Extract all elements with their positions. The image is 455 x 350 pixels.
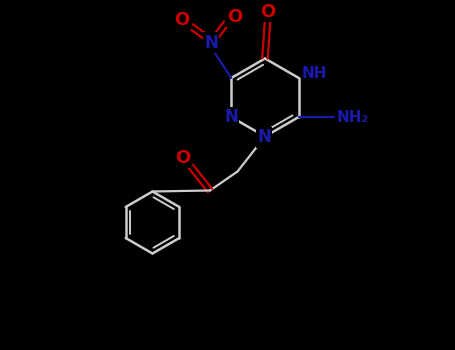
- Text: N: N: [257, 128, 271, 147]
- Text: N: N: [204, 34, 218, 51]
- Text: O: O: [175, 11, 190, 29]
- Text: O: O: [228, 8, 243, 26]
- Text: NH₂: NH₂: [337, 110, 369, 125]
- Text: O: O: [175, 149, 190, 167]
- Text: NH: NH: [302, 66, 328, 82]
- Text: N: N: [224, 108, 238, 126]
- Text: O: O: [260, 3, 275, 21]
